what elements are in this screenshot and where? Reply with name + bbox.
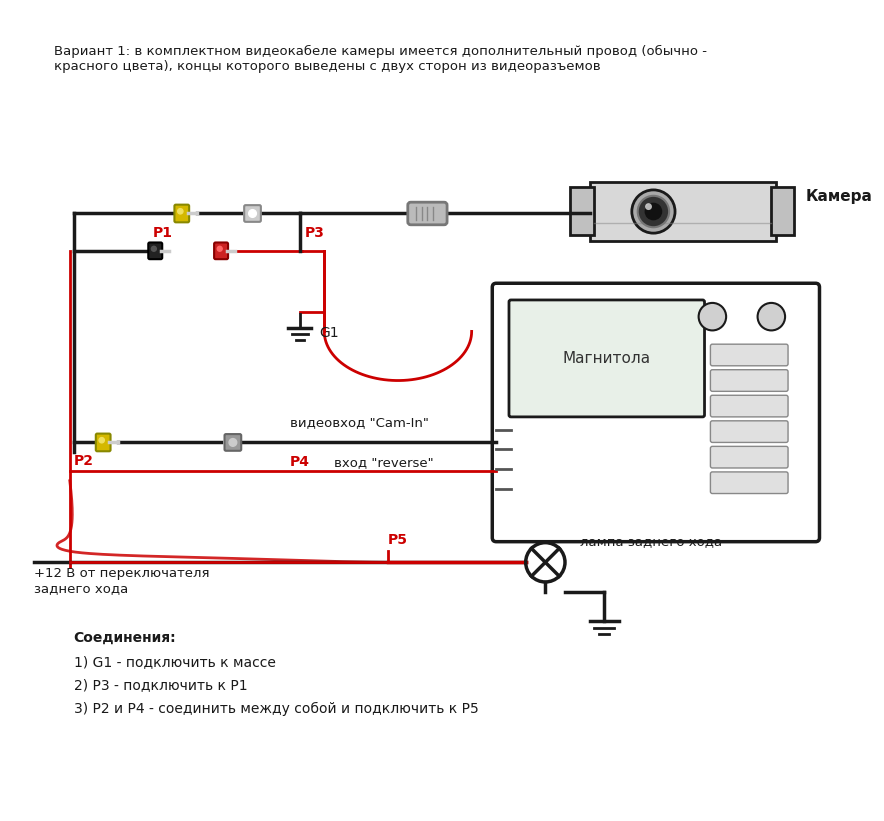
Text: Вариант 1: в комплектном видеокабеле камеры имеется дополнительный провод (обычн: Вариант 1: в комплектном видеокабеле кам…	[54, 44, 707, 72]
FancyBboxPatch shape	[711, 344, 788, 366]
Text: Магнитола: Магнитола	[563, 351, 651, 366]
Text: лампа заднего хода: лампа заднего хода	[580, 534, 722, 548]
Polygon shape	[590, 182, 776, 241]
Circle shape	[99, 438, 104, 443]
Circle shape	[248, 209, 256, 218]
FancyBboxPatch shape	[711, 472, 788, 493]
Polygon shape	[772, 187, 794, 235]
FancyBboxPatch shape	[225, 434, 241, 451]
Circle shape	[645, 203, 652, 210]
FancyBboxPatch shape	[711, 447, 788, 468]
Text: P5: P5	[388, 533, 408, 547]
Text: P3: P3	[305, 227, 324, 241]
FancyBboxPatch shape	[711, 395, 788, 417]
Text: 2) Р3 - подключить к Р1: 2) Р3 - подключить к Р1	[73, 678, 248, 692]
FancyBboxPatch shape	[711, 369, 788, 392]
Text: Соединения:: Соединения:	[73, 631, 176, 645]
FancyBboxPatch shape	[214, 242, 228, 259]
FancyBboxPatch shape	[95, 433, 110, 452]
FancyBboxPatch shape	[244, 205, 261, 222]
Text: 1) G1 - подключить к массе: 1) G1 - подключить к массе	[73, 654, 276, 668]
Text: P4: P4	[290, 455, 310, 469]
FancyBboxPatch shape	[408, 202, 447, 225]
Circle shape	[698, 303, 726, 330]
Circle shape	[229, 438, 237, 447]
Circle shape	[758, 303, 785, 330]
Circle shape	[151, 246, 156, 251]
Circle shape	[637, 195, 669, 227]
Circle shape	[644, 203, 662, 220]
FancyBboxPatch shape	[509, 300, 705, 417]
FancyBboxPatch shape	[174, 204, 189, 222]
Text: P2: P2	[73, 454, 94, 468]
Text: +12 В от переключателя
заднего хода: +12 В от переключателя заднего хода	[34, 567, 210, 595]
FancyBboxPatch shape	[492, 283, 819, 542]
FancyBboxPatch shape	[149, 242, 163, 259]
FancyBboxPatch shape	[711, 421, 788, 443]
Circle shape	[632, 190, 675, 233]
Text: G1: G1	[319, 327, 339, 341]
Text: P1: P1	[152, 227, 172, 241]
Text: Камера: Камера	[805, 189, 873, 204]
Polygon shape	[570, 187, 594, 235]
Circle shape	[178, 209, 183, 214]
Circle shape	[217, 246, 222, 251]
Text: 3) Р2 и Р4 - соединить между собой и подключить к Р5: 3) Р2 и Р4 - соединить между собой и под…	[73, 702, 478, 716]
Text: вход "reverse": вход "reverse"	[334, 456, 434, 469]
Text: видеовход "Cam-In": видеовход "Cam-In"	[290, 415, 429, 429]
